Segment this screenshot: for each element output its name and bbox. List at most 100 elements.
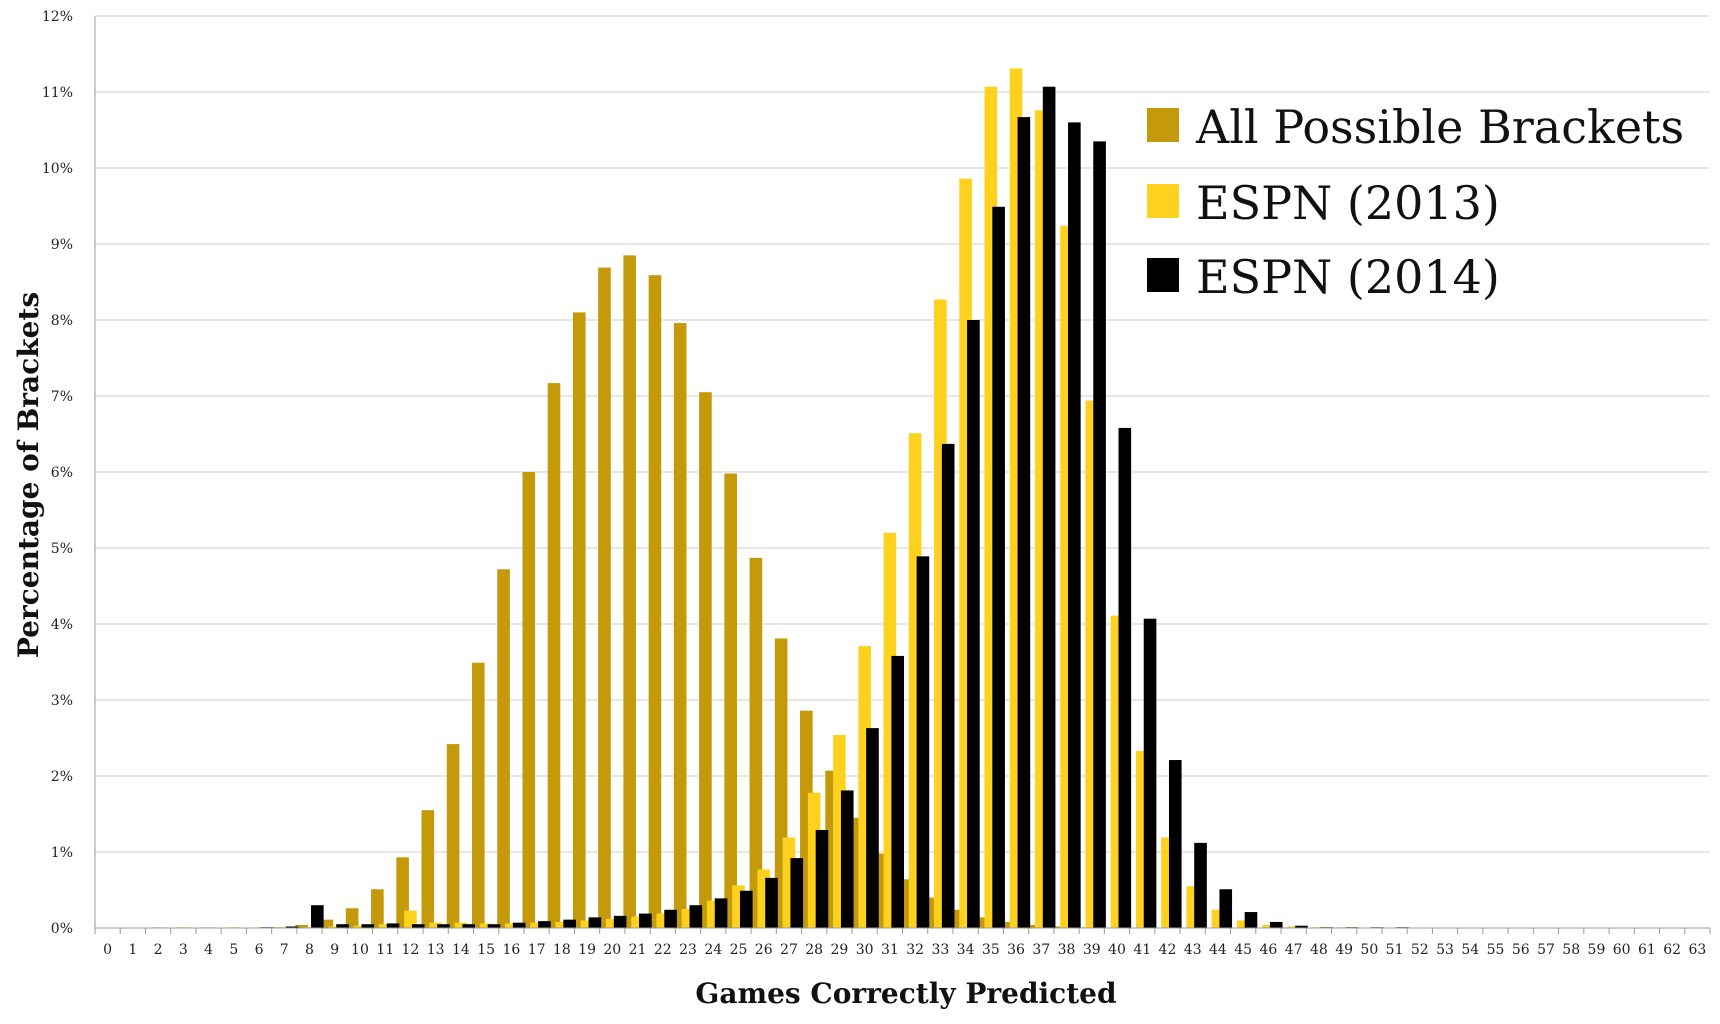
x-tick-label: 12	[402, 942, 420, 958]
bar-espn-2014	[1017, 117, 1031, 928]
x-tick-label: 25	[730, 942, 748, 958]
x-tick-label: 13	[427, 942, 445, 958]
series-1	[270, 255, 1091, 929]
bar-espn-2013	[378, 924, 392, 928]
y-tick-label: 1%	[51, 845, 73, 861]
x-tick-label: 27	[780, 942, 798, 958]
bar-espn-2014	[891, 655, 905, 928]
x-tick-label: 17	[528, 942, 546, 958]
x-tick-label: 2	[154, 942, 163, 958]
bar-espn-2013	[530, 922, 543, 928]
bar-all-possible-brackets	[446, 744, 460, 928]
x-tick-label: 14	[452, 942, 470, 958]
x-tick-label: 36	[1007, 942, 1025, 958]
legend-label-espn-2013: ESPN (2013)	[1196, 176, 1500, 230]
bar-all-possible-brackets	[371, 889, 384, 928]
x-tick-label: 63	[1688, 942, 1706, 958]
x-tick-label: 23	[679, 942, 697, 958]
bar-espn-2014	[512, 922, 526, 928]
x-tick-label: 33	[931, 942, 949, 958]
x-tick-label: 52	[1411, 942, 1429, 958]
bar-espn-2013	[606, 918, 619, 928]
x-tick-label: 7	[280, 942, 289, 958]
x-tick-label: 45	[1234, 942, 1252, 958]
bar-espn-2014	[311, 905, 324, 928]
y-tick-label: 4%	[51, 617, 73, 633]
x-tick-label: 8	[305, 942, 314, 958]
x-tick-label: 54	[1461, 942, 1479, 958]
bar-all-possible-brackets	[572, 312, 586, 928]
bar-espn-2014	[1143, 618, 1157, 928]
y-tick-label: 11%	[42, 85, 73, 101]
bar-espn-2014	[967, 320, 980, 928]
bar-espn-2014	[866, 728, 879, 928]
bar-espn-2014	[487, 924, 501, 928]
bar-espn-2013	[631, 916, 644, 928]
y-tick-label: 5%	[51, 541, 73, 557]
x-tick-label: 5	[229, 942, 238, 958]
bar-espn-2013	[580, 920, 594, 928]
x-tick-label: 31	[881, 942, 899, 958]
bar-all-possible-brackets	[699, 392, 712, 928]
x-tick-label: 39	[1083, 942, 1101, 958]
bar-espn-2013	[328, 926, 342, 928]
x-tick-label: 50	[1360, 942, 1378, 958]
bar-espn-2014	[1118, 427, 1132, 928]
legend-swatch-espn-2014	[1147, 258, 1179, 292]
bar-espn-2013	[404, 910, 417, 928]
x-tick-label: 9	[330, 942, 339, 958]
y-tick-labels: 0% 1% 2% 3% 4% 5% 6% 7% 8% 9% 10% 11% 12%	[42, 9, 73, 937]
bar-all-possible-brackets	[724, 473, 737, 928]
bar-all-possible-brackets	[648, 275, 662, 928]
bar-espn-2013	[353, 925, 367, 928]
x-tick-label: 60	[1613, 942, 1631, 958]
bar-espn-2014	[1269, 921, 1283, 928]
y-axis-title: Percentage of Brackets	[12, 292, 45, 658]
x-axis-title: Games Correctly Predicted	[695, 977, 1116, 1010]
x-tick-label: 62	[1663, 942, 1681, 958]
bar-espn-2014	[916, 556, 930, 928]
bar-espn-2014	[739, 890, 753, 928]
bar-all-possible-brackets	[749, 557, 763, 928]
x-tick-label: 47	[1285, 942, 1303, 958]
x-tick-label: 20	[603, 942, 621, 958]
bar-all-possible-brackets	[623, 255, 637, 928]
bar-espn-2014	[563, 919, 576, 928]
x-tick-label: 19	[578, 942, 596, 958]
axes	[94, 16, 1711, 934]
y-tick-label: 10%	[42, 161, 73, 177]
bar-all-possible-brackets	[673, 323, 687, 928]
x-tick-label: 24	[704, 942, 722, 958]
bar-espn-2014	[1194, 842, 1207, 928]
y-tick-label: 0%	[51, 921, 73, 937]
bar-espn-2014	[639, 913, 652, 928]
x-tick-label: 51	[1386, 942, 1404, 958]
x-tick-label: 49	[1335, 942, 1353, 958]
bar-espn-2014	[992, 206, 1005, 928]
legend-swatch-espn-2013	[1147, 184, 1179, 218]
x-tick-label: 35	[982, 942, 1000, 958]
bar-all-possible-brackets	[320, 919, 334, 928]
x-tick-label: 18	[553, 942, 571, 958]
x-tick-label: 3	[179, 942, 188, 958]
bar-espn-2014	[1295, 925, 1308, 928]
bar-espn-2014	[689, 905, 703, 928]
y-tick-label: 3%	[51, 693, 73, 709]
x-tick-label: 56	[1512, 942, 1530, 958]
x-tick-label: 43	[1184, 942, 1202, 958]
bar-all-possible-brackets	[976, 917, 990, 928]
x-tick-label: 11	[376, 942, 394, 958]
bar-espn-2013	[454, 922, 468, 928]
bar-espn-2014	[538, 921, 551, 928]
x-tick-label: 4	[204, 942, 213, 958]
bar-espn-2014	[613, 915, 627, 928]
bar-espn-2014	[1219, 889, 1233, 928]
bar-espn-2014	[386, 923, 400, 928]
bar-espn-2014	[1244, 912, 1258, 928]
x-tick-label: 21	[629, 942, 647, 958]
x-tick-label: 29	[831, 942, 849, 958]
legend-label-all-possible-brackets: All Possible Brackets	[1195, 100, 1684, 154]
legend-label-espn-2014: ESPN (2014)	[1196, 250, 1500, 304]
y-tick-label: 2%	[51, 769, 73, 785]
